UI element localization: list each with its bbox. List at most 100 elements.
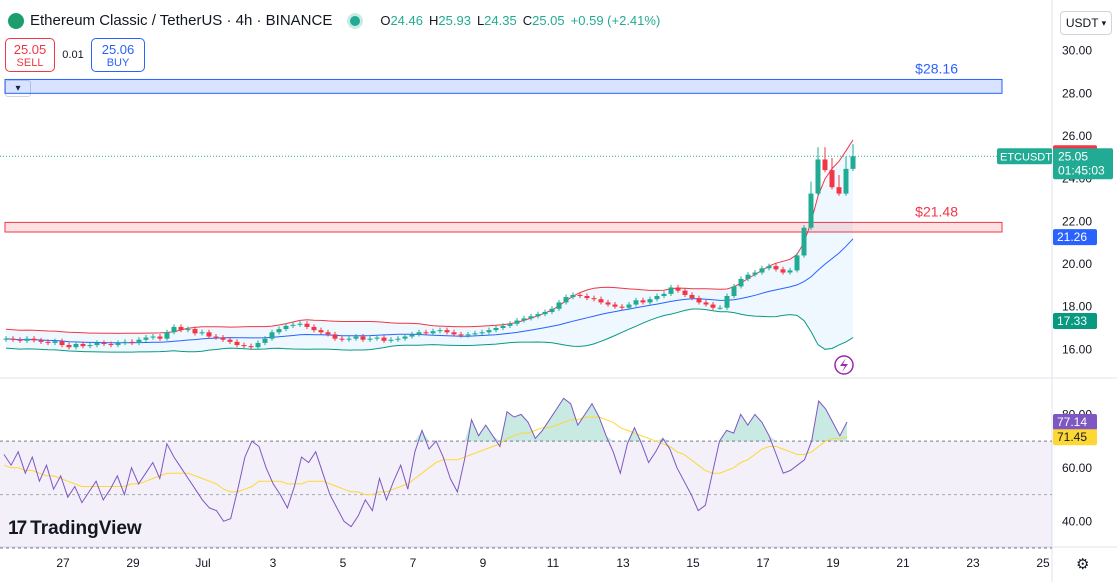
rsi-overbought-fill [726,430,734,442]
market-open-status-icon [350,15,361,26]
symbol-title[interactable]: Ethereum Classic / TetherUS · 4h · BINAN… [30,12,333,29]
rsi-overbought-fill [740,414,748,442]
candle-body [178,326,184,331]
rsi-overbought-fill [825,409,833,442]
candle-body [304,323,310,327]
candle-body [535,314,541,317]
candle-body [710,304,716,308]
candle-body [409,334,415,337]
candle-body [101,342,107,344]
candle-body [38,340,44,342]
close-value: 25.05 [532,13,565,28]
time-axis-tick: 15 [686,556,700,570]
candle-body [24,338,30,341]
rsi-ma-value-label: 71.45 [1057,430,1087,444]
candle-body [45,341,51,343]
candle-body [808,193,814,228]
candle-body [52,341,58,343]
gear-icon[interactable]: ⚙ [1076,556,1090,573]
time-axis-tick: 23 [966,556,980,570]
rsi-value-label-bg [1053,414,1097,431]
rsi-overbought-fill [414,430,422,442]
rsi-ma-line [3,416,848,496]
candle-body [738,278,744,287]
time-axis-tick: 3 [270,556,277,570]
rsi-overbought-fill [506,411,515,442]
candle-body [493,328,499,331]
time-axis-tick: 27 [56,556,70,570]
candle-body [374,337,380,339]
buy-button[interactable]: 25.06 BUY [91,38,145,72]
candle-body [472,333,478,335]
support-zone-label: $21.48 [915,203,958,219]
candle-body [269,332,275,339]
candle-body [3,338,9,340]
rsi-axis-tick: 60.00 [1062,461,1092,475]
candle-body [843,168,849,194]
candle-body [381,337,387,341]
candle-body [759,268,765,273]
candle-body [703,302,709,305]
rsi-value-label: 77.14 [1057,415,1087,429]
candle-body [598,299,604,303]
candle-body [514,320,520,324]
rsi-overbought-fill [818,401,826,442]
rsi-overbought-fill [591,403,600,442]
candle-body [591,298,597,300]
low-label: L [476,13,485,28]
candle-body [696,298,702,303]
candle-body [577,294,583,296]
candle-body [129,341,135,343]
tradingview-logo: 17 TradingView [8,518,142,540]
candle-body [500,325,506,328]
sell-button[interactable]: 25.05 SELL [5,38,55,72]
candle-body [815,159,821,194]
candle-body [444,330,450,333]
candle-body [507,323,513,326]
price-axis-tick: 28.00 [1062,86,1092,100]
candle-body [528,316,534,319]
candle-body [73,344,79,348]
price-axis-tick: 20.00 [1062,257,1092,271]
rsi-overbought-fill [577,414,585,442]
candle-body [570,294,576,298]
candle-body [689,294,695,299]
candle-body [108,344,114,346]
time-axis-tick: 13 [616,556,630,570]
candle-body [521,318,527,321]
sell-label: SELL [16,57,44,69]
rsi-line [3,397,848,528]
time-axis-tick: 11 [547,556,560,570]
rsi-overbought-fill [478,425,486,442]
candle-body [87,345,93,347]
candle-body [346,338,352,340]
candle-body [353,336,359,339]
candle-body [619,306,625,308]
rsi-overbought-fill [733,414,741,442]
low-value: 24.35 [484,13,517,28]
candle-body [584,296,590,299]
candle-body [255,342,261,348]
bb-basis-price-label-bg [1053,229,1097,246]
symbol-tag-bg [997,148,1052,165]
candle-body [640,300,646,303]
candle-body [192,329,198,334]
rsi-overbought-fill [492,435,500,442]
price-axis-tick: 30.00 [1062,44,1092,58]
candle-body [150,336,156,338]
support-zone-box [4,221,1003,233]
candle-body [465,334,471,336]
candle-body [626,304,632,308]
rsi-overbought-fill [832,422,840,442]
rsi-overbought-fill [421,430,430,442]
candle-body [479,332,485,334]
candle-body [437,330,443,332]
candle-body [234,341,240,346]
candle-body [241,345,247,347]
currency-selector[interactable]: USDT ▾ [1060,11,1112,35]
price-axis-tick: 18.00 [1062,300,1092,314]
candle-body [367,338,373,340]
tradingview-logo-text: TradingView [30,518,142,539]
last-price-tag-bg [1053,148,1113,180]
